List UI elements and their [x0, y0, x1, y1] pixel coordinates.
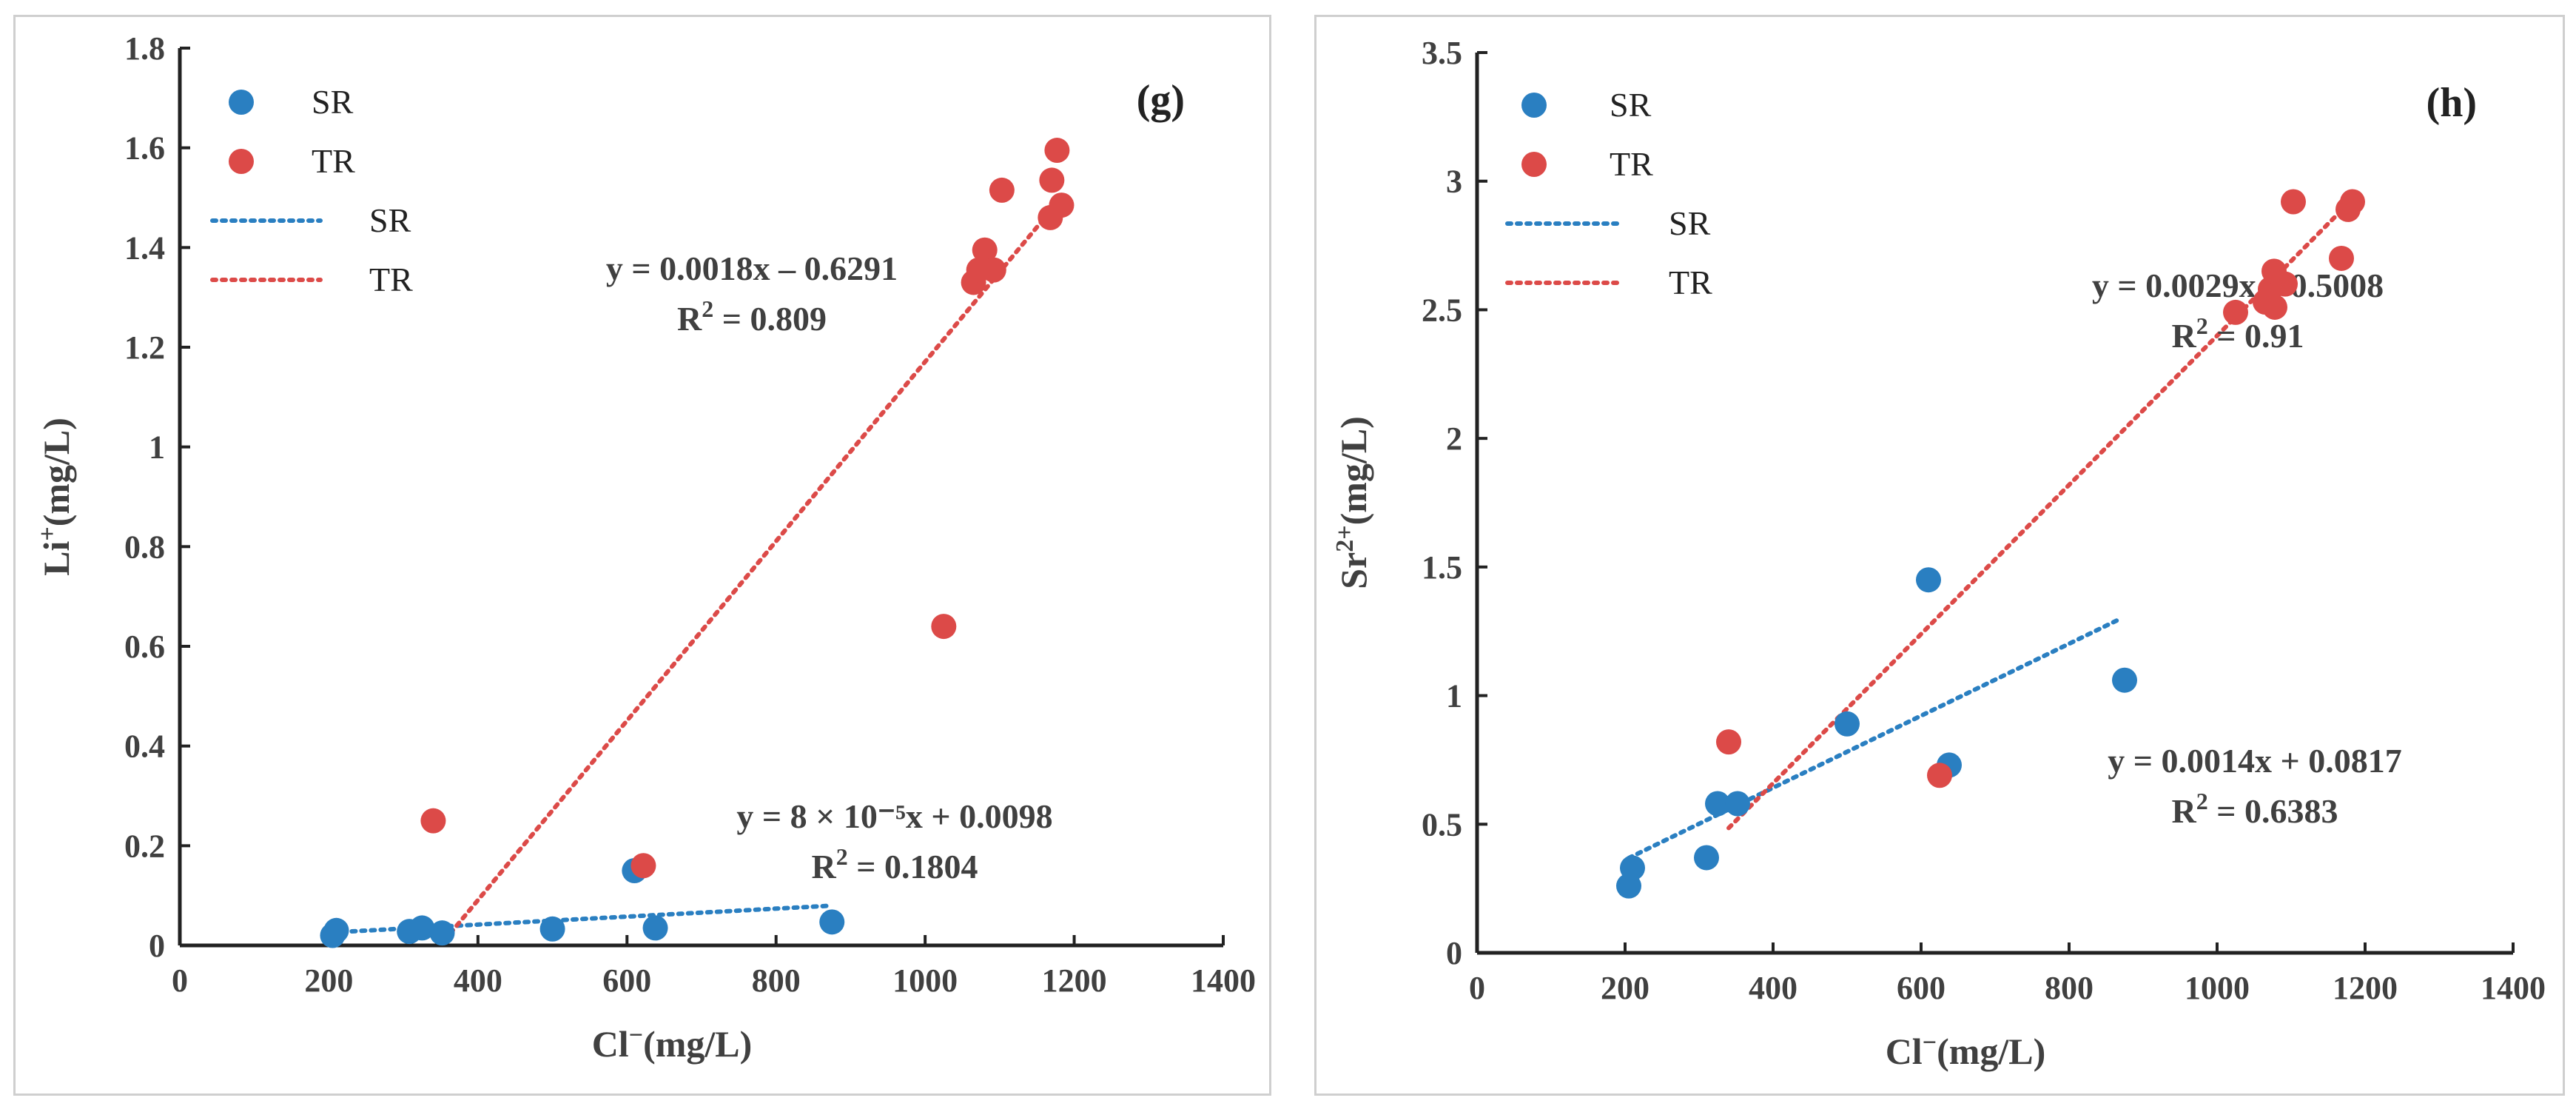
legend-marker-sr — [1521, 93, 1547, 118]
data-point-tr — [1927, 763, 1952, 788]
data-point-sr — [1835, 711, 1860, 737]
y-tick-label: 0.2 — [124, 828, 165, 864]
data-point-sr — [642, 915, 668, 941]
y-tick-label: 1 — [149, 429, 165, 466]
x-tick-label: 1000 — [2185, 970, 2250, 1006]
legend-label-tr: TR — [312, 142, 355, 180]
data-point-tr — [2273, 271, 2298, 297]
data-point-sr — [539, 916, 565, 942]
panel-label: (h) — [2427, 80, 2477, 126]
legend-trend-label-tr: TR — [1669, 264, 1712, 301]
legend-label-sr: SR — [1610, 86, 1652, 124]
chart-g-svg: 0 0.2 0.4 0.6 0.8 1 1.2 1.4 1.6 1.8 0 200 400 600 800 1… — [34, 30, 1256, 1065]
x-tick-label: 600 — [1897, 970, 1946, 1006]
legend-marker-sr — [229, 90, 254, 115]
data-point-tr — [2329, 245, 2354, 271]
y-tick-label: 1.5 — [1422, 549, 1462, 586]
legend-label-tr: TR — [1610, 145, 1653, 183]
y-tick-label: 3.5 — [1422, 35, 1462, 71]
data-point-tr — [2223, 299, 2248, 325]
y-tick-label: 2.5 — [1422, 292, 1462, 328]
data-point-tr — [2281, 189, 2306, 215]
y-tick-label: 0.5 — [1422, 806, 1462, 843]
y-tick-label: 1.8 — [124, 30, 165, 67]
equation-sr: y = 8 × 10⁻⁵x + 0.0098 — [736, 797, 1052, 835]
r-squared-tr: R2 = 0.91 — [2172, 312, 2304, 355]
panel-label: (g) — [1137, 77, 1185, 123]
data-point-sr — [1725, 791, 1750, 817]
y-tick-label: 1.6 — [124, 130, 165, 167]
trendline-sr — [330, 903, 835, 935]
y-axis-title: Li+(mg/L) — [34, 418, 77, 576]
data-point-sr — [1916, 567, 1941, 593]
r-squared-tr: R2 = 0.809 — [677, 295, 827, 338]
trendline-tr — [442, 202, 1058, 943]
x-tick-label: 400 — [1749, 970, 1798, 1006]
data-point-sr — [429, 920, 455, 946]
chart-h-svg: 0 0.5 1 1.5 2 2.5 3 3.5 0 200 400 600 800 1000 1200 140… — [1331, 35, 2546, 1072]
data-point-tr — [2262, 294, 2287, 320]
r-squared-sr: R2 = 0.1804 — [812, 843, 978, 885]
data-point-tr — [1049, 192, 1075, 218]
data-point-sr — [409, 915, 435, 941]
x-tick-label: 0 — [1469, 970, 1485, 1006]
data-point-sr — [1705, 791, 1730, 817]
x-axis-title: Cl−(mg/L) — [1886, 1029, 2046, 1072]
y-tick-label: 0.4 — [124, 729, 165, 765]
legend-trend-label-sr: SR — [1669, 204, 1711, 242]
data-point-sr — [323, 917, 349, 943]
equation-tr: y = 0.0029x – 0.5008 — [2092, 267, 2384, 304]
legend-trend-label-sr: SR — [369, 201, 411, 239]
data-point-sr — [1620, 855, 1645, 881]
data-point-sr — [1694, 845, 1719, 871]
trendline-sr — [1627, 616, 2123, 860]
y-tick-label: 1.4 — [124, 230, 165, 266]
legend-label-sr: SR — [312, 83, 354, 121]
r-squared-sr: R2 = 0.6383 — [2172, 788, 2338, 830]
legend-trend-label-tr: TR — [369, 261, 413, 298]
data-point-sr — [2112, 667, 2137, 693]
data-point-tr — [1716, 729, 1741, 755]
equation-sr: y = 0.0014x + 0.0817 — [2108, 742, 2401, 780]
data-point-tr — [931, 614, 957, 640]
x-tick-label: 1400 — [2481, 970, 2546, 1006]
legend-marker-tr — [1521, 152, 1547, 177]
x-tick-label: 800 — [752, 962, 801, 999]
y-tick-label: 0 — [149, 928, 165, 964]
legend-marker-tr — [229, 149, 254, 174]
data-point-tr — [420, 808, 446, 834]
equation-tr: y = 0.0018x – 0.6291 — [606, 249, 898, 287]
data-point-tr — [1039, 167, 1065, 193]
trendline-tr — [1726, 199, 2353, 831]
x-tick-label: 400 — [454, 962, 502, 999]
x-tick-label: 1400 — [1191, 962, 1256, 999]
x-tick-label: 600 — [602, 962, 651, 999]
x-tick-label: 1000 — [892, 962, 958, 999]
x-tick-label: 200 — [304, 962, 353, 999]
y-tick-label: 0.8 — [124, 529, 165, 565]
y-tick-label: 2 — [1446, 421, 1462, 457]
data-point-tr — [2340, 189, 2365, 215]
y-tick-label: 0 — [1446, 935, 1462, 971]
y-tick-label: 3 — [1446, 164, 1462, 200]
data-point-tr — [630, 853, 656, 879]
x-axis-title: Cl−(mg/L) — [592, 1022, 753, 1065]
x-tick-label: 800 — [2045, 970, 2094, 1006]
y-axis-title: Sr2+(mg/L) — [1331, 416, 1374, 589]
y-tick-label: 1 — [1446, 678, 1462, 714]
data-point-sr — [819, 909, 845, 935]
chart-panel-g: 0 0.2 0.4 0.6 0.8 1 1.2 1.4 1.6 1.8 0 200 400 600 800 1… — [13, 15, 1271, 1096]
x-tick-label: 200 — [1601, 970, 1649, 1006]
data-point-tr — [981, 257, 1006, 283]
x-tick-label: 1200 — [1042, 962, 1107, 999]
data-point-tr — [1044, 138, 1070, 164]
x-tick-label: 0 — [172, 962, 188, 999]
x-tick-label: 1200 — [2333, 970, 2398, 1006]
chart-panel-h: 0 0.5 1 1.5 2 2.5 3 3.5 0 200 400 600 800 1000 1200 140… — [1314, 15, 2565, 1096]
y-tick-label: 1.2 — [124, 329, 165, 366]
y-tick-label: 0.6 — [124, 629, 165, 665]
data-point-tr — [972, 237, 998, 263]
data-point-tr — [989, 177, 1015, 203]
